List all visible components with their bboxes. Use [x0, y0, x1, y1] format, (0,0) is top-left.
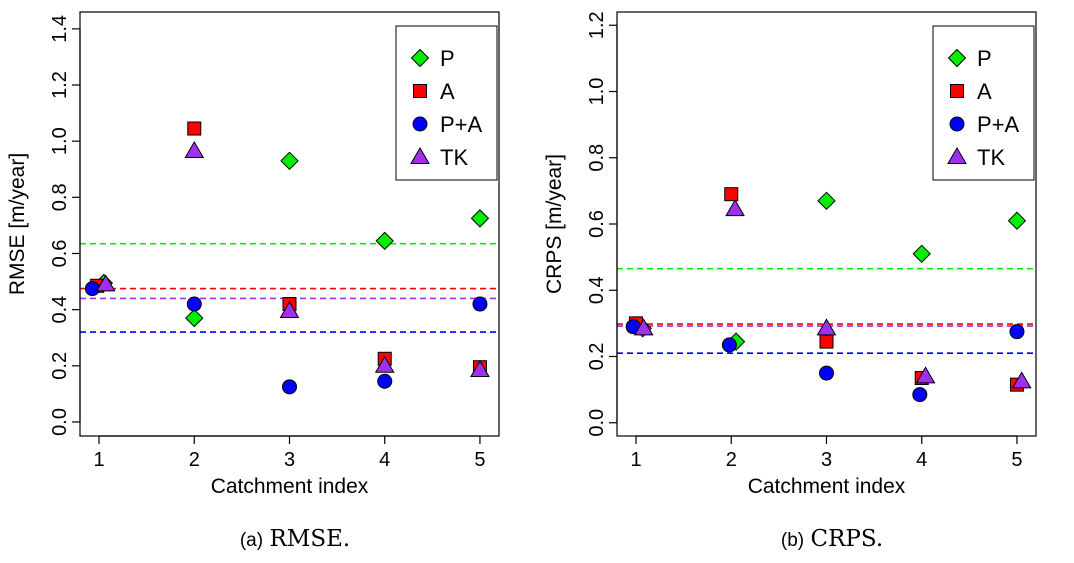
legend: PA P+A TK	[395, 25, 498, 181]
x-tick-label: 2	[189, 449, 200, 471]
data-point-p	[185, 308, 204, 328]
data-point-pplusa	[1009, 324, 1025, 340]
x-tick-label: 4	[379, 449, 390, 471]
x-tick-label: 1	[93, 449, 104, 471]
data-point-tk	[816, 318, 837, 336]
legend-box	[395, 25, 498, 181]
data-point-a	[724, 187, 739, 202]
series-pplusa	[625, 319, 1025, 403]
y-tick-label: 0.6	[49, 240, 71, 268]
data-point-p	[470, 209, 490, 228]
data-point-p	[1007, 211, 1027, 230]
y-tick-label: 0.6	[586, 210, 608, 238]
caption-label: (b)	[780, 530, 805, 551]
y-tick-label: 0.8	[49, 183, 71, 211]
series-a	[629, 187, 1024, 392]
series-tk	[95, 140, 490, 377]
legend: PA P+A TK	[932, 25, 1035, 181]
rmse-scatter-plot: 1 2 3 4 5 Catchment index 0.0 0.2 0.4 0.6 0.8 1.0 1.…	[6, 11, 500, 498]
data-point-pplusa	[472, 296, 488, 312]
legend-box	[932, 25, 1035, 181]
legend-label-a: A	[440, 79, 455, 104]
data-point-pplusa	[819, 365, 834, 381]
legend-label-p: P	[440, 46, 455, 71]
caption-text: RMSE.	[269, 526, 351, 552]
data-point-p	[817, 191, 836, 211]
data-point-tk	[1011, 371, 1032, 389]
x-tick-label: 3	[821, 449, 832, 471]
legend-marker-p	[947, 48, 967, 68]
y-axis-title: CRPS [m/year]	[543, 154, 566, 294]
data-point-a	[819, 334, 834, 349]
y-tick-label: 1.0	[586, 78, 608, 106]
series-tk	[633, 199, 1032, 389]
y-tick-label: 0.4	[49, 296, 71, 324]
x-tick-label: 3	[284, 449, 295, 471]
x-axis-title: Catchment index	[748, 475, 906, 498]
legend-marker-p	[410, 48, 430, 68]
data-point-tk	[184, 140, 205, 158]
legend-label-a: A	[977, 79, 992, 104]
data-point-pplusa	[84, 281, 100, 297]
data-point-p	[280, 151, 299, 171]
y-tick-label: 0.2	[49, 352, 71, 380]
legend-label-tk: TK	[440, 145, 468, 170]
y-axis-title: RMSE [m/year]	[6, 153, 29, 295]
legend-label-tk: TK	[977, 145, 1005, 170]
x-tick-label: 2	[726, 449, 737, 471]
data-point-tk	[279, 301, 300, 319]
caption-text: CRPS.	[810, 526, 884, 552]
data-point-tk	[633, 318, 654, 336]
legend-label-p: P	[977, 46, 992, 71]
data-point-a	[187, 121, 202, 136]
y-tick-label: 1.0	[49, 127, 71, 155]
caption-label: (a)	[239, 530, 264, 551]
y-tick-label: 1.2	[586, 11, 608, 39]
data-point-tk	[725, 199, 745, 217]
data-point-p	[912, 244, 931, 264]
caption-rmse: (a) RMSE.	[240, 525, 350, 552]
caption-crps: (b) CRPS.	[781, 525, 883, 552]
data-point-tk	[915, 366, 936, 384]
data-point-tk	[374, 355, 395, 373]
data-point-pplusa	[377, 373, 393, 389]
data-point-pplusa	[912, 387, 928, 403]
data-point-tk	[95, 274, 116, 292]
data-point-p	[375, 231, 394, 251]
data-point-pplusa	[282, 379, 297, 395]
legend-marker-pplusa	[949, 116, 965, 132]
legend-marker-tk	[947, 147, 967, 164]
x-tick-label: 5	[474, 449, 485, 471]
x-tick-label: 1	[630, 449, 641, 471]
legend-label-pplusa: P+A	[440, 112, 483, 137]
x-tick-label: 4	[916, 449, 927, 471]
x-tick-label: 5	[1011, 449, 1022, 471]
data-point-pplusa	[721, 337, 737, 353]
y-tick-label: 1.2	[49, 71, 71, 99]
legend-marker-tk	[410, 147, 430, 164]
legend-marker-pplusa	[412, 116, 428, 132]
y-tick-label: 1.4	[49, 15, 71, 43]
y-tick-label: 0.0	[49, 408, 71, 436]
legend-marker-a	[413, 84, 427, 98]
data-point-pplusa	[186, 296, 202, 312]
legend-marker-a	[950, 84, 964, 98]
y-tick-label: 0.8	[586, 144, 608, 172]
x-axis-title: Catchment index	[211, 475, 369, 498]
y-tick-label: 0.4	[586, 276, 608, 304]
y-tick-label: 0.2	[586, 343, 608, 371]
legend-label-pplusa: P+A	[977, 112, 1020, 137]
data-point-tk	[470, 360, 490, 377]
y-tick-label: 0.0	[586, 409, 608, 437]
crps-scatter-plot: 1 2 3 4 5 Catchment index 0.0 0.2 0.4 0.6 0.8 1.0 1.…	[543, 11, 1037, 498]
